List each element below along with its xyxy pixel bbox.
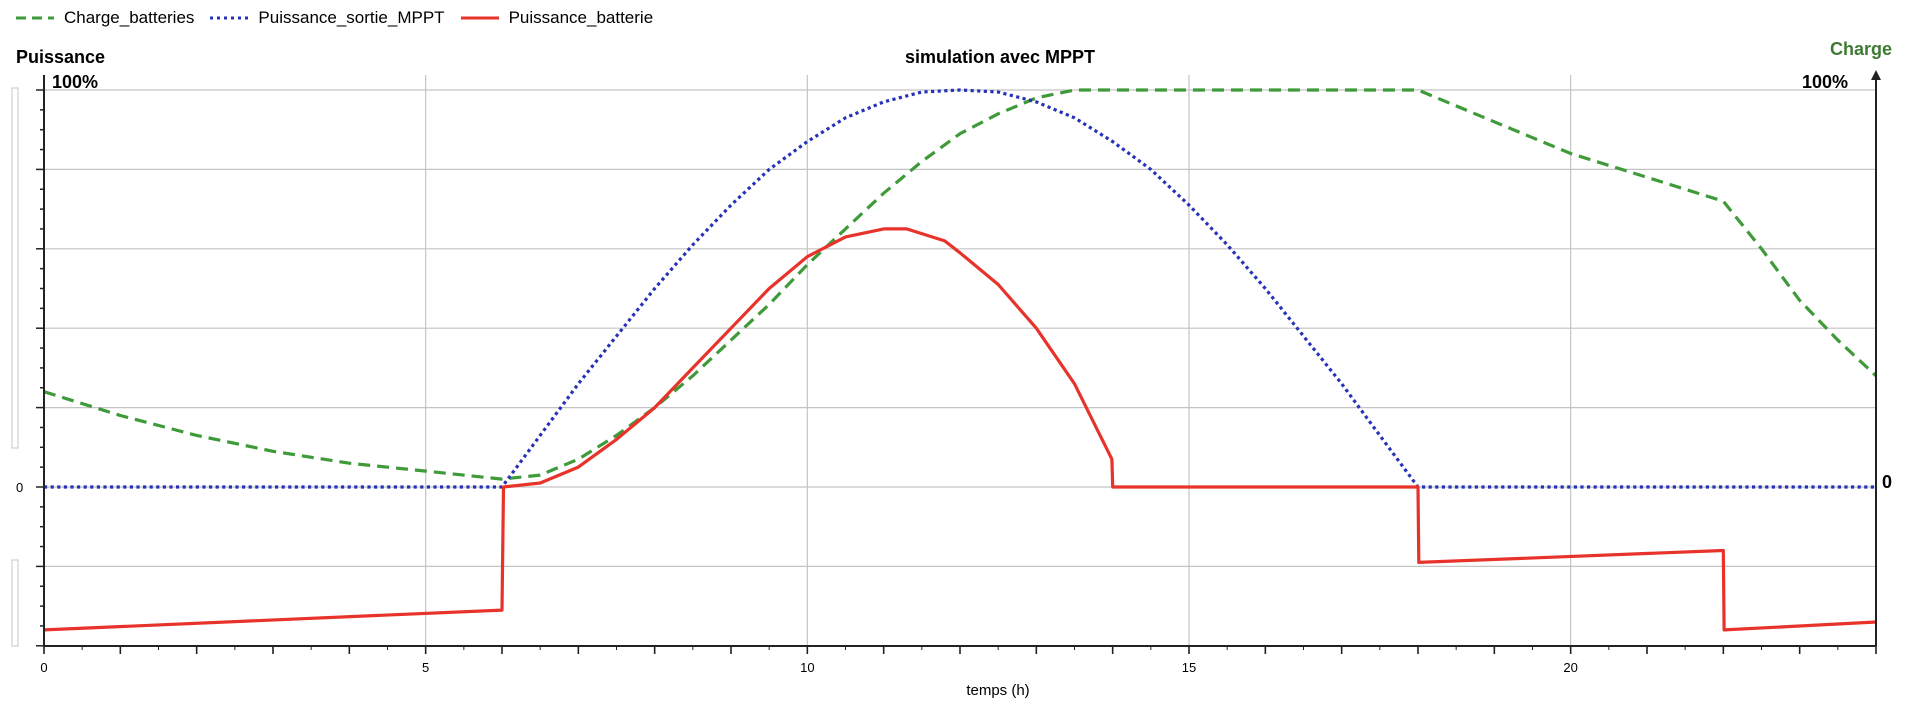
- legend-label-batterie: Puissance_batterie: [508, 8, 654, 27]
- right-zero-label: 0: [1882, 472, 1892, 492]
- left-scroll-bracket-bottom: [11, 559, 19, 647]
- right-axis-title: Charge: [1830, 39, 1892, 59]
- left-zero-label: 0: [16, 480, 23, 495]
- x-tick-label: 20: [1563, 660, 1577, 675]
- legend-swatch-dashed: [16, 16, 54, 20]
- series-line-puissance-batterie: [43, 227, 1877, 632]
- chart-title: simulation avec MPPT: [905, 47, 1095, 67]
- legend: Charge_batteries Puissance_sortie_MPPT P…: [14, 6, 653, 30]
- grid-lines: [43, 75, 1876, 646]
- legend-item-batterie[interactable]: Puissance_batterie: [459, 8, 654, 28]
- left-scroll-bracket-top: [11, 87, 19, 449]
- legend-item-mppt[interactable]: Puissance_sortie_MPPT: [208, 8, 445, 28]
- x-axis-title: temps (h): [966, 682, 1029, 699]
- axes: 0 5 10 15 20: [11, 70, 1881, 675]
- right-axis-arrow: [1871, 70, 1881, 80]
- left-top-pct-label: 100%: [52, 72, 98, 92]
- x-tick-label: 10: [800, 660, 814, 675]
- x-tick-label: 0: [40, 660, 47, 675]
- legend-label-charge: Charge_batteries: [64, 8, 195, 27]
- series-lines: [43, 88, 1878, 632]
- x-tick-label: 5: [422, 660, 429, 675]
- legend-swatch-dotted: [210, 16, 249, 20]
- series-line-charge-batteries: [43, 88, 1878, 481]
- series-line-puissance-sortie-mppt: [44, 88, 1876, 489]
- legend-item-charge[interactable]: Charge_batteries: [14, 8, 194, 28]
- x-tick-label: 15: [1182, 660, 1196, 675]
- legend-swatch-solid: [460, 16, 499, 20]
- legend-label-mppt: Puissance_sortie_MPPT: [258, 8, 445, 27]
- left-axis-title: Puissance: [16, 47, 105, 67]
- right-top-pct-label: 100%: [1802, 72, 1848, 92]
